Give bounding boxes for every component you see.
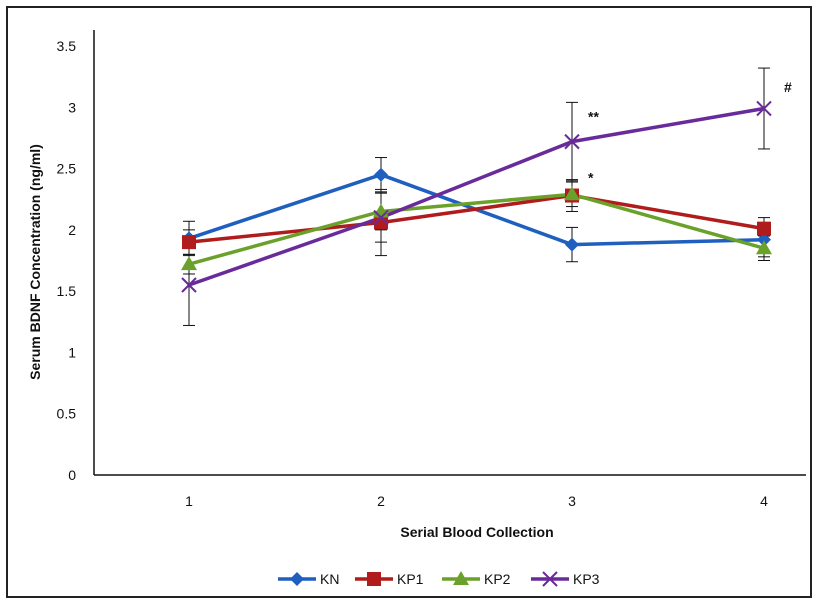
data-point-kp3 xyxy=(181,277,197,293)
chart-frame xyxy=(6,6,812,598)
y-tick-label: 0 xyxy=(68,467,76,483)
y-tick-label: 2 xyxy=(68,222,76,238)
data-point-kn xyxy=(757,232,771,247)
significance-annotations: ***# xyxy=(588,79,792,185)
error-bars xyxy=(183,67,770,326)
x-tick-label: 1 xyxy=(185,493,193,509)
y-tick-label: 3 xyxy=(68,99,76,115)
series-line-kp2 xyxy=(188,192,765,266)
annotation-label: * xyxy=(588,169,594,185)
legend-label-kn: KN xyxy=(320,571,339,587)
data-point-kp2 xyxy=(181,256,197,271)
y-tick-label: 0.5 xyxy=(57,406,77,422)
legend-label-kp2: KP2 xyxy=(484,571,511,587)
series-line-kp3 xyxy=(188,106,765,287)
legend: KN KP1 KP2 KP3 xyxy=(278,571,600,587)
data-point-kn xyxy=(374,167,388,182)
data-point-kp2 xyxy=(756,240,772,255)
series-markers xyxy=(181,100,772,293)
y-tick-label: 1.5 xyxy=(57,283,77,299)
legend-marker-kn xyxy=(290,572,304,586)
legend-marker-kp3 xyxy=(542,571,558,587)
data-point-kp3 xyxy=(564,133,580,150)
annotation-label: # xyxy=(784,79,792,95)
y-tick-label: 2.5 xyxy=(57,161,77,177)
data-point-kp3 xyxy=(373,209,389,226)
y-tick-label: 1 xyxy=(68,344,76,360)
legend-label-kp1: KP1 xyxy=(397,571,424,587)
data-point-kp2 xyxy=(564,186,580,201)
x-tick-label: 2 xyxy=(377,493,385,509)
axes: 0 0.5 1 1.5 2 2.5 3 3.5 1 2 3 4 xyxy=(57,30,806,509)
series-lines xyxy=(188,106,765,287)
data-point-kn xyxy=(565,237,579,252)
legend-label-kp3: KP3 xyxy=(573,571,600,587)
data-point-kp1 xyxy=(757,221,771,236)
data-point-kp1 xyxy=(182,235,196,250)
legend-marker-kp2 xyxy=(453,571,469,585)
x-tick-label: 3 xyxy=(568,493,576,509)
legend-marker-kp1 xyxy=(367,572,381,586)
series-line-kp1 xyxy=(188,193,765,244)
x-axis-label: Serial Blood Collection xyxy=(400,524,553,540)
data-point-kp3 xyxy=(756,100,772,117)
data-point-kp1 xyxy=(374,215,388,230)
x-tick-label: 4 xyxy=(760,493,768,509)
y-tick-label: 3.5 xyxy=(57,38,77,54)
y-axis-label: Serum BDNF Concentration (ng/ml) xyxy=(27,144,43,380)
annotation-label: ** xyxy=(588,109,599,125)
